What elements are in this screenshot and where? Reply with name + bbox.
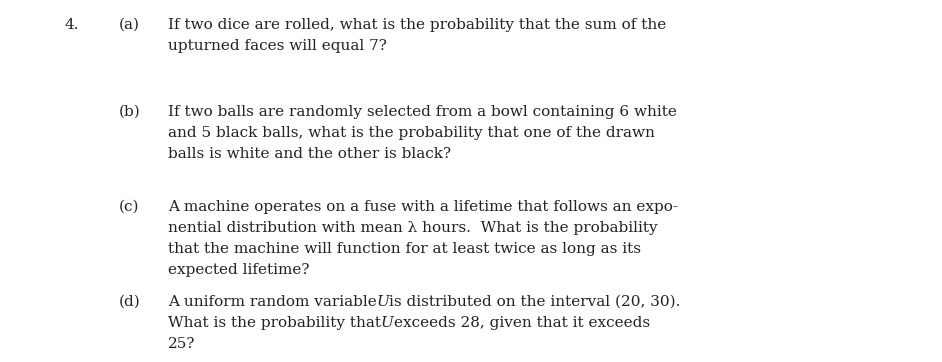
Text: upturned faces will equal 7?: upturned faces will equal 7? [168, 39, 386, 53]
Text: and 5 black balls, what is the probability that one of the drawn: and 5 black balls, what is the probabili… [168, 126, 655, 140]
Text: A uniform random variable: A uniform random variable [168, 295, 377, 309]
Text: U: U [381, 316, 394, 330]
Text: (a): (a) [119, 18, 139, 32]
Text: What is the probability that: What is the probability that [168, 316, 381, 330]
Text: exceeds 28, given that it exceeds: exceeds 28, given that it exceeds [394, 316, 650, 330]
Text: A machine operates on a fuse with a lifetime that follows an expo-: A machine operates on a fuse with a life… [168, 200, 677, 214]
Text: 25?: 25? [168, 337, 195, 351]
Text: If two balls are randomly selected from a bowl containing 6 white: If two balls are randomly selected from … [168, 105, 676, 119]
Text: nential distribution with mean λ hours.  What is the probability: nential distribution with mean λ hours. … [168, 221, 658, 235]
Text: (c): (c) [119, 200, 139, 214]
Text: 4.: 4. [64, 18, 78, 32]
Text: expected lifetime?: expected lifetime? [168, 263, 309, 277]
Text: (d): (d) [119, 295, 140, 309]
Text: (b): (b) [119, 105, 140, 119]
Text: is distributed on the interval (20, 30).: is distributed on the interval (20, 30). [389, 295, 681, 309]
Text: balls is white and the other is black?: balls is white and the other is black? [168, 147, 451, 161]
Text: that the machine will function for at least twice as long as its: that the machine will function for at le… [168, 242, 641, 256]
Text: If two dice are rolled, what is the probability that the sum of the: If two dice are rolled, what is the prob… [168, 18, 666, 32]
Text: U: U [377, 295, 389, 309]
